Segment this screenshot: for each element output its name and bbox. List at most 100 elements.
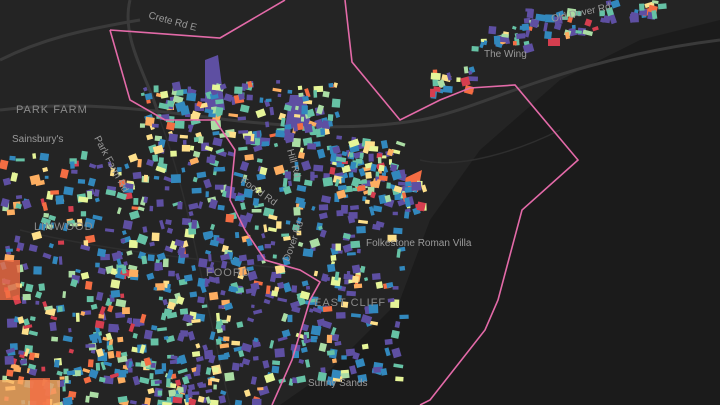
building bbox=[220, 260, 228, 269]
building bbox=[22, 318, 30, 326]
building bbox=[129, 210, 140, 220]
building bbox=[210, 223, 216, 231]
area-label: EAST CLIFF bbox=[314, 297, 386, 309]
building bbox=[297, 241, 304, 247]
building bbox=[128, 153, 139, 163]
building bbox=[303, 334, 308, 344]
building bbox=[220, 390, 227, 396]
building bbox=[330, 276, 342, 287]
building bbox=[368, 304, 379, 314]
building bbox=[171, 373, 177, 379]
building bbox=[180, 253, 189, 258]
building bbox=[30, 378, 50, 405]
building bbox=[172, 95, 184, 104]
building bbox=[177, 387, 184, 393]
building bbox=[234, 86, 243, 95]
building bbox=[54, 359, 60, 368]
building bbox=[190, 391, 200, 396]
building bbox=[132, 332, 138, 339]
building bbox=[168, 270, 175, 277]
building bbox=[430, 72, 441, 80]
building bbox=[188, 384, 196, 391]
building bbox=[97, 352, 108, 361]
building bbox=[442, 85, 453, 93]
building bbox=[364, 140, 375, 147]
building bbox=[320, 195, 332, 204]
building bbox=[35, 300, 40, 305]
building bbox=[215, 338, 222, 345]
building bbox=[195, 343, 201, 349]
building bbox=[215, 276, 220, 284]
building bbox=[75, 268, 81, 274]
building bbox=[42, 167, 49, 173]
building bbox=[99, 306, 106, 316]
building bbox=[348, 138, 360, 148]
building bbox=[80, 244, 91, 251]
building bbox=[22, 293, 31, 301]
building bbox=[35, 179, 45, 187]
building bbox=[524, 29, 531, 38]
building bbox=[82, 368, 91, 374]
building bbox=[100, 361, 106, 371]
building bbox=[50, 190, 60, 195]
building bbox=[146, 272, 155, 281]
building bbox=[66, 370, 76, 376]
building bbox=[22, 263, 29, 271]
building bbox=[346, 252, 356, 256]
building bbox=[212, 366, 220, 373]
building bbox=[483, 40, 488, 46]
building bbox=[416, 201, 426, 212]
building bbox=[69, 158, 77, 164]
building bbox=[244, 154, 254, 161]
building bbox=[154, 262, 160, 271]
building bbox=[380, 139, 389, 149]
building bbox=[331, 98, 341, 108]
building bbox=[349, 365, 357, 375]
building bbox=[250, 133, 255, 142]
building bbox=[334, 171, 344, 177]
building bbox=[334, 178, 340, 187]
building bbox=[117, 167, 122, 172]
building bbox=[592, 26, 599, 32]
building bbox=[300, 116, 305, 122]
building bbox=[353, 283, 363, 289]
building bbox=[208, 198, 218, 210]
building bbox=[10, 172, 19, 182]
building bbox=[526, 8, 535, 19]
building bbox=[72, 312, 76, 317]
building bbox=[522, 43, 535, 54]
building bbox=[128, 323, 136, 333]
building bbox=[137, 206, 145, 212]
building bbox=[175, 273, 181, 281]
building bbox=[195, 356, 204, 363]
building bbox=[117, 369, 127, 378]
building bbox=[257, 387, 264, 391]
building bbox=[193, 136, 199, 143]
building bbox=[471, 45, 479, 52]
building bbox=[187, 330, 196, 341]
building bbox=[263, 298, 271, 305]
building bbox=[575, 30, 582, 35]
building bbox=[108, 338, 114, 347]
building bbox=[392, 211, 398, 216]
building bbox=[18, 350, 24, 355]
building bbox=[157, 327, 167, 332]
building bbox=[68, 348, 75, 354]
building bbox=[568, 27, 578, 37]
building bbox=[282, 256, 291, 266]
building bbox=[209, 239, 220, 247]
building bbox=[293, 172, 301, 182]
building bbox=[56, 370, 63, 377]
building bbox=[404, 186, 412, 193]
building bbox=[201, 304, 208, 309]
building bbox=[376, 153, 383, 159]
boundary bbox=[109, 29, 322, 405]
building bbox=[13, 366, 22, 373]
building bbox=[192, 150, 201, 158]
building bbox=[253, 337, 259, 343]
building bbox=[394, 320, 401, 328]
building bbox=[196, 381, 204, 387]
building bbox=[239, 363, 244, 368]
building bbox=[247, 270, 258, 281]
building bbox=[218, 395, 227, 404]
